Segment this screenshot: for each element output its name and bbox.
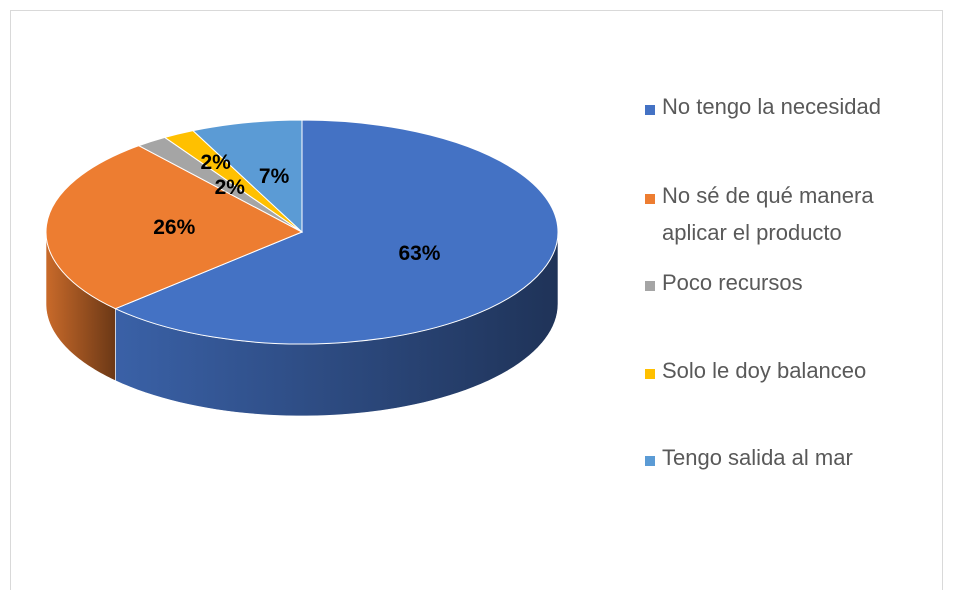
legend-swatch: [645, 105, 655, 115]
legend-item: Poco recursos: [645, 270, 935, 301]
legend-swatch: [645, 456, 655, 466]
legend-swatch: [645, 369, 655, 379]
legend-label: Tengo salida al mar: [662, 445, 853, 470]
legend-item: Tengo salida al mar: [645, 445, 935, 476]
legend-swatch: [645, 281, 655, 291]
legend-label: No tengo la necesidad: [662, 94, 881, 119]
legend-swatch: [645, 194, 655, 204]
data-label: 7%: [259, 165, 290, 188]
legend-item: Solo le doy balanceo: [645, 358, 935, 389]
slice: [114, 119, 559, 345]
data-label: 2%: [200, 151, 231, 174]
legend-label: Solo le doy balanceo: [662, 358, 867, 383]
data-label: 2%: [215, 176, 246, 199]
slice: [191, 119, 303, 234]
legend-item: No tengo la necesidad: [645, 94, 935, 125]
legend-label: No sé de qué manera aplicar el producto: [662, 183, 874, 245]
data-label: 26%: [153, 216, 195, 239]
slice: [45, 145, 304, 310]
legend-item: No sé de qué manera aplicar el producto: [645, 183, 935, 251]
chart-frame: [10, 10, 943, 590]
legend-label: Poco recursos: [662, 270, 803, 295]
data-label: 63%: [398, 242, 440, 265]
